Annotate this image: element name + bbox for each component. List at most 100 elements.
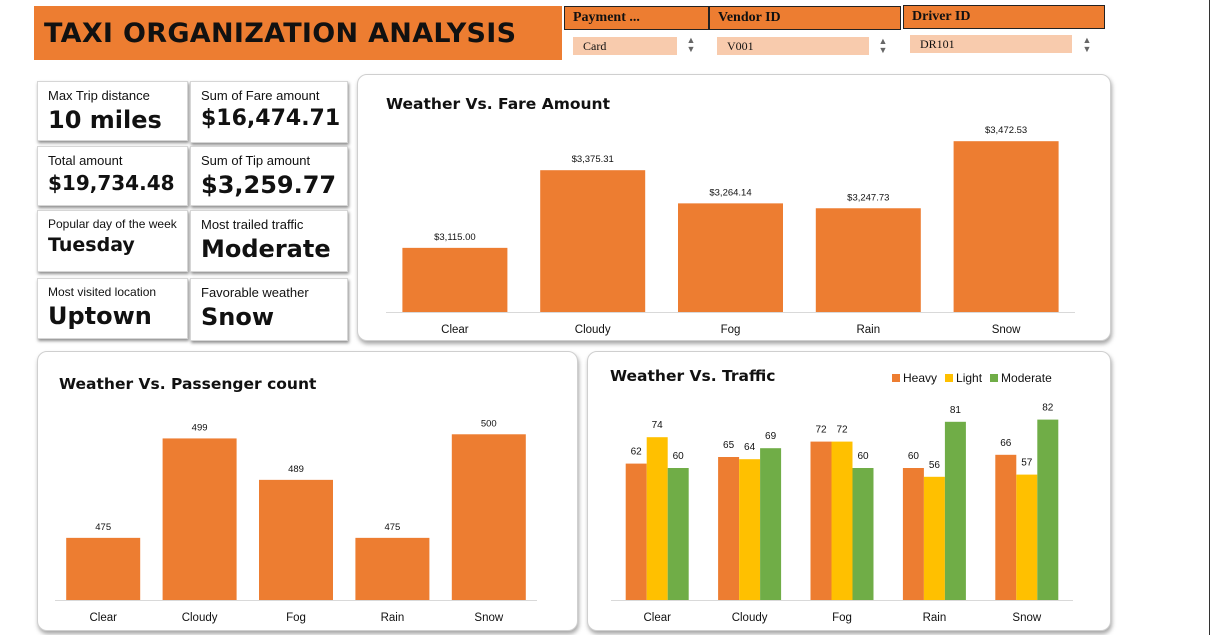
bar-clear-heavy (625, 463, 647, 600)
dashboard-title-banner: TAXI ORGANIZATION ANALYSIS (34, 6, 562, 60)
kpi-label: Most trailed traffic (201, 217, 304, 232)
kpi-card-weather: Favorable weather Snow (190, 278, 348, 341)
bar-fog-heavy (810, 441, 832, 600)
bar-cloudy-light (739, 459, 761, 600)
data-label: 475 (384, 522, 400, 533)
bar-cloudy-heavy (718, 457, 740, 600)
fare-chart: $3,115.00 Clear $3,375.31 Cloudy $3,264.14 Fo… (386, 125, 1075, 336)
bar-rain-light (923, 476, 945, 600)
bar-rain (355, 537, 430, 600)
kpi-label: Popular day of the week (48, 217, 177, 231)
bar-clear (402, 247, 508, 312)
dashboard-title: TAXI ORGANIZATION ANALYSIS (44, 17, 517, 49)
tick-label: Cloudy (182, 612, 218, 624)
legend-item-moderate: Moderate (990, 371, 1052, 385)
kpi-label: Favorable weather (201, 285, 309, 300)
tick-label: Rain (923, 612, 947, 624)
kpi-card-max-trip: Max Trip distance 10 miles (37, 81, 188, 141)
data-label: $3,115.00 (434, 232, 476, 243)
legend-swatch (945, 374, 954, 382)
traffic-chart-title: Weather Vs. Traffic (610, 367, 776, 385)
kpi-value: 10 miles (48, 106, 162, 134)
tick-label: Fog (832, 612, 852, 624)
kpi-label: Sum of Fare amount (201, 88, 320, 103)
data-label: 72 (836, 425, 848, 436)
data-label: $3,264.14 (709, 187, 751, 198)
payment-slicer-scroll-icon[interactable]: ▲ ▼ (686, 35, 696, 54)
bar-rain (815, 208, 921, 312)
data-label: 500 (481, 418, 497, 429)
bar-clear (66, 537, 141, 600)
data-label: 499 (192, 422, 208, 433)
bar-fog-light (831, 441, 853, 600)
bar-cloudy (162, 438, 237, 600)
vendor-slicer-item[interactable]: V001 (717, 37, 869, 55)
legend-item-light: Light (945, 371, 982, 385)
bar-clear-moderate (667, 468, 689, 600)
kpi-value: $19,734.48 (48, 171, 175, 195)
passenger-chart-panel: Weather Vs. Passenger count 475 Clear 499 C… (37, 351, 578, 631)
tick-label: Cloudy (575, 324, 611, 336)
driver-slicer-scroll-icon[interactable]: ▲ ▼ (1082, 35, 1092, 54)
tick-label: Clear (89, 612, 117, 624)
kpi-card-traffic: Most trailed traffic Moderate (190, 210, 348, 272)
kpi-value: $16,474.71 (201, 106, 341, 131)
data-label: 64 (744, 442, 756, 453)
kpi-label: Max Trip distance (48, 88, 150, 103)
tick-label: Snow (474, 612, 503, 624)
kpi-value: $3,259.77 (201, 171, 337, 199)
tick-label: Clear (441, 324, 469, 336)
data-label: 57 (1021, 458, 1033, 469)
kpi-card-popular-day: Popular day of the week Tuesday (37, 210, 188, 272)
data-label: 489 (288, 464, 304, 475)
legend-label: Heavy (903, 371, 938, 385)
data-label: 66 (1000, 438, 1012, 449)
data-label: $3,375.31 (572, 154, 614, 165)
driver-slicer-header: Driver ID (903, 5, 1105, 29)
tick-label: Fog (721, 324, 741, 336)
payment-slicer-item[interactable]: Card (573, 37, 677, 55)
passenger-chart: 475 Clear 499 Cloudy 489 Fog 475 Rain 500 Snow (55, 418, 537, 624)
kpi-card-location: Most visited location Uptown (37, 278, 188, 339)
data-label: $3,472.53 (985, 125, 1027, 136)
data-label: 82 (1042, 403, 1054, 414)
payment-slicer-header: Payment ... (564, 6, 709, 30)
data-label: 65 (723, 440, 735, 451)
fare-chart-title: Weather Vs. Fare Amount (386, 95, 610, 113)
data-label: 60 (673, 451, 685, 462)
bar-snow-moderate (1037, 419, 1059, 600)
driver-slicer-item[interactable]: DR101 (910, 35, 1072, 53)
data-label: 475 (95, 522, 111, 533)
bar-snow-heavy (995, 454, 1017, 600)
bar-snow-light (1016, 474, 1038, 600)
passenger-chart-title: Weather Vs. Passenger count (59, 375, 317, 393)
data-label: 60 (908, 451, 920, 462)
tick-label: Fog (286, 612, 306, 624)
kpi-value: Uptown (48, 302, 152, 330)
tick-label: Snow (992, 324, 1021, 336)
vendor-slicer-scroll-icon[interactable]: ▲ ▼ (878, 36, 888, 55)
data-label: 81 (950, 405, 962, 416)
bar-rain-heavy (902, 468, 924, 600)
bar-clear-light (646, 437, 668, 600)
kpi-card-total-amount: Total amount $19,734.48 (37, 146, 188, 206)
vendor-slicer-header: Vendor ID (709, 6, 901, 30)
traffic-legend: Heavy Light Moderate (892, 371, 1052, 385)
data-label: 74 (652, 420, 664, 431)
bar-cloudy (540, 170, 646, 312)
tick-label: Rain (856, 324, 880, 336)
kpi-value: Moderate (201, 235, 331, 263)
bar-snow (451, 434, 526, 600)
tick-label: Snow (1012, 612, 1041, 624)
bar-fog (259, 479, 333, 600)
legend-item-heavy: Heavy (892, 371, 937, 385)
kpi-label: Most visited location (48, 285, 157, 299)
bar-cloudy-moderate (760, 448, 782, 600)
data-label: 69 (765, 431, 777, 442)
legend-swatch (892, 374, 900, 382)
data-label: 72 (815, 425, 827, 436)
bar-snow (953, 141, 1059, 312)
traffic-chart: 62 74 60 Clear 65 64 69 Cloudy 72 72 60 Fog 60 56 81 Ra… (611, 403, 1073, 624)
window-edge-divider (1209, 0, 1210, 635)
traffic-chart-panel: Weather Vs. Traffic Heavy Light Moderate… (587, 351, 1111, 631)
